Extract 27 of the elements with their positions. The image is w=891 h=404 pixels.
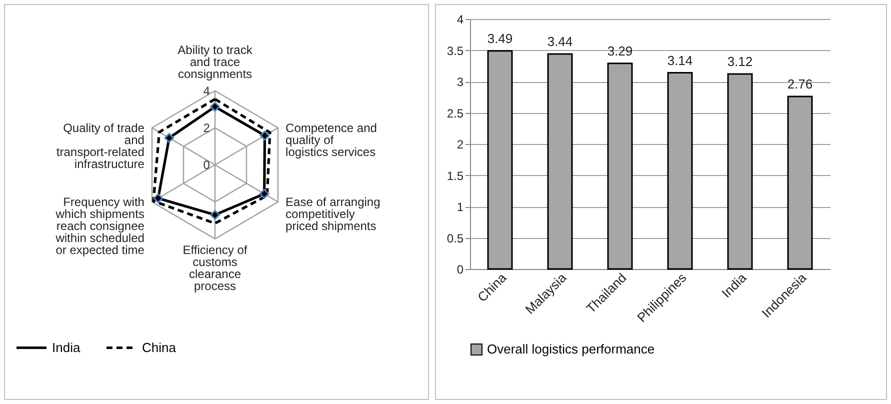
spoke-label: Quality of trade and transport-related infrastructure: [56, 120, 145, 171]
y-tick-label: 3: [456, 75, 464, 89]
data-label: 3.14: [667, 52, 693, 68]
spoke-label: Competence and quality of logistics services: [286, 120, 377, 159]
legend-label: Overall logistics performance: [487, 342, 655, 356]
y-tick-label: 0: [203, 158, 210, 172]
legend-label: India: [52, 340, 81, 355]
data-label: 3.29: [607, 43, 633, 58]
y-tick-label: 4: [203, 84, 210, 98]
y-tick-label: 0.5: [446, 231, 464, 246]
y-tick-label: 0: [456, 262, 464, 276]
y-tick-label: 4: [456, 12, 464, 26]
y-tick-label: 2: [456, 138, 464, 152]
data-label: 3.44: [547, 34, 573, 49]
data-label: 3.12: [727, 54, 753, 69]
data-label: 2.76: [787, 76, 813, 92]
data-label: 3.49: [487, 30, 513, 46]
y-tick-label: 1: [456, 200, 464, 214]
legend-label: China: [142, 340, 177, 355]
y-tick-label: 3.5: [446, 44, 464, 58]
spoke-label: Ease of arranging competitively priced shipments: [286, 194, 380, 233]
y-tick-label: 2: [203, 120, 210, 135]
spoke-label: Efficiency of customs clearance process: [182, 242, 248, 293]
spoke-label: Ability to track and trace consignments: [178, 42, 254, 81]
spoke-label: Frequency with which shipments reach consignee within scheduled or expected time: [54, 194, 145, 257]
y-tick-label: 1.5: [446, 168, 464, 183]
y-tick-label: 2.5: [446, 106, 464, 120]
